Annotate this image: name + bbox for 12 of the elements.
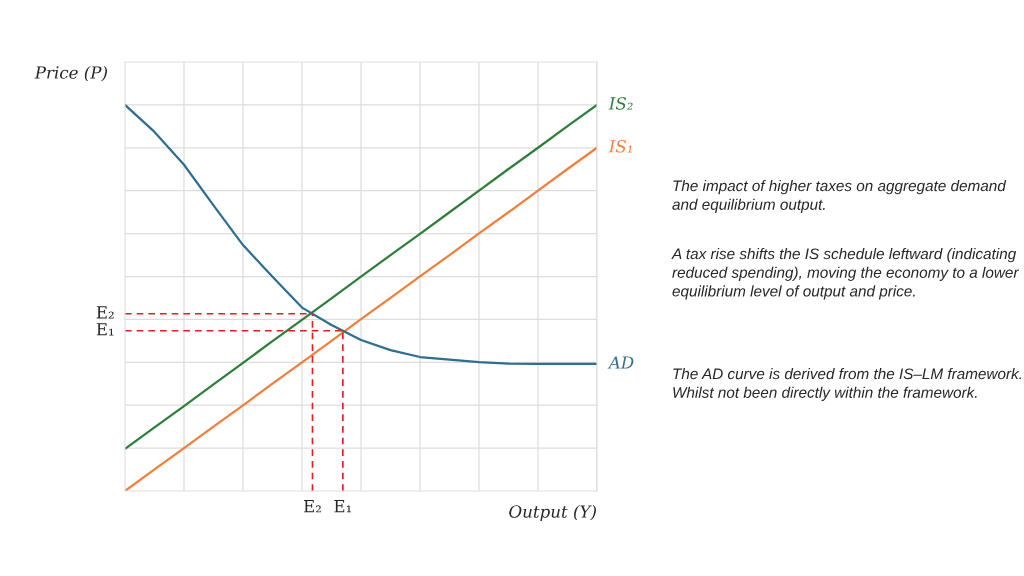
text: The impact of higher taxes on aggregate demand and equilibrium output. (672, 180, 1007, 213)
x-axis-title: Output (Y) (509, 504, 596, 522)
text: A tax rise shifts the IS schedule leftward (indicating reduced spending), moving the economy to a lower equilibrium level of output and price. (671, 248, 1020, 300)
series-label: IS₁ (608, 139, 632, 153)
text: E₁ (334, 500, 351, 513)
ref-line-label: E₁ (96, 323, 114, 336)
series-label: AD (607, 356, 634, 369)
text: The AD curve is derived from the IS–LM framework. Whilst not been directly within the framework. (673, 368, 1022, 401)
y-axis-title: Price (P) (34, 65, 107, 82)
text: E₂ (303, 500, 321, 513)
ref-line-label: E₂ (96, 306, 114, 319)
series-label: IS₂ (608, 97, 633, 110)
